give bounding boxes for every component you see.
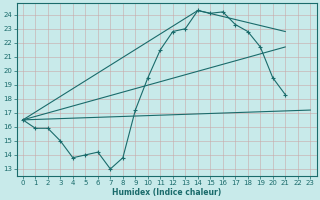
X-axis label: Humidex (Indice chaleur): Humidex (Indice chaleur) [112,188,221,197]
